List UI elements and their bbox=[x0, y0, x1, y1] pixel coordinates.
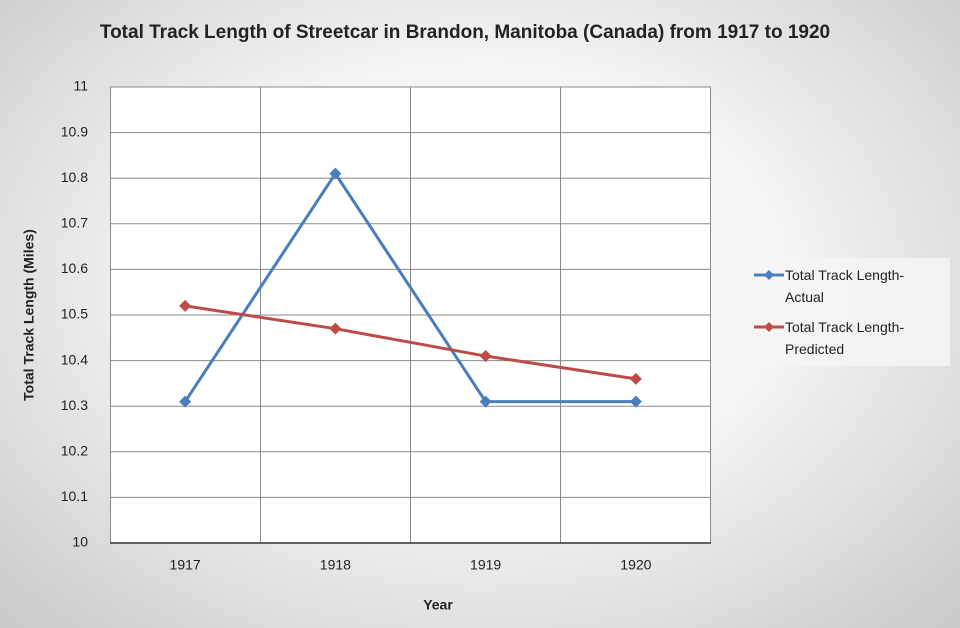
marker bbox=[479, 350, 492, 363]
legend: Total Track Length- Actual Total Track Len… bbox=[730, 258, 950, 366]
y-tick-label: 10.3 bbox=[61, 397, 88, 413]
x-tick-label: 1918 bbox=[320, 557, 351, 573]
x-tick-label: 1919 bbox=[470, 557, 501, 573]
legend-swatch bbox=[754, 270, 784, 280]
legend-label: Total Track Length- Predicted bbox=[785, 319, 905, 357]
marker bbox=[179, 395, 192, 408]
y-tick-label: 10.9 bbox=[61, 123, 88, 139]
marker bbox=[329, 167, 342, 180]
marker bbox=[179, 299, 192, 312]
y-tick-label: 10 bbox=[72, 534, 88, 550]
marker bbox=[629, 395, 642, 408]
x-tick-label: 1917 bbox=[170, 557, 201, 573]
marker bbox=[479, 395, 492, 408]
y-tick-label: 11 bbox=[73, 78, 88, 94]
y-tick-label: 10.4 bbox=[61, 351, 88, 367]
series-line bbox=[184, 304, 637, 381]
x-tick-label: 1920 bbox=[620, 557, 651, 573]
legend-marker bbox=[764, 270, 774, 280]
chart-title: Total Track Length of Streetcar in Brand… bbox=[99, 22, 831, 43]
legend-marker bbox=[764, 322, 774, 332]
legend-swatch bbox=[754, 322, 784, 332]
y-tick-label: 10.1 bbox=[61, 488, 88, 504]
y-tick-label: 10.7 bbox=[61, 215, 88, 231]
x-axis-label: Year bbox=[423, 597, 453, 613]
marker bbox=[329, 322, 342, 335]
y-tick-label: 10.8 bbox=[61, 169, 88, 185]
y-tick-label: 10.5 bbox=[61, 306, 88, 322]
y-tick-label: 10.2 bbox=[61, 443, 88, 459]
series-line bbox=[183, 170, 636, 404]
legend-label: Total Track Length- Actual bbox=[785, 267, 905, 305]
marker bbox=[629, 372, 642, 385]
y-axis-label: Total Track Length (Miles) bbox=[21, 229, 37, 401]
y-tick-label: 10.6 bbox=[61, 260, 88, 276]
